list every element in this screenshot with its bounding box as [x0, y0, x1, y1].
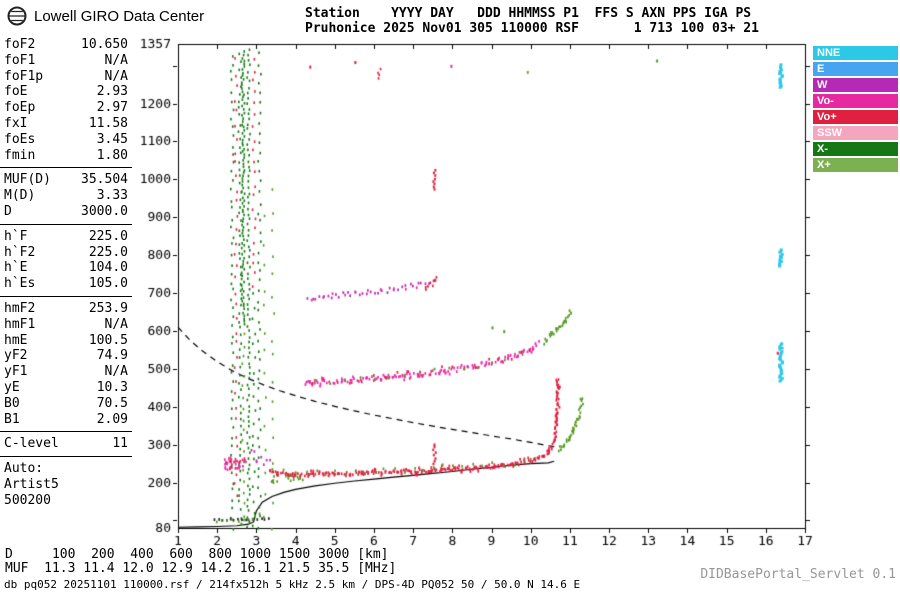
- parameter-value: 2.09: [96, 411, 128, 427]
- panel-divider: [0, 295, 132, 297]
- parameter-value: 2.97: [96, 100, 128, 116]
- parameter-row: hmF2 253.9: [4, 301, 128, 317]
- parameter-label: h`Es: [4, 276, 36, 292]
- legend-item-vo: Vo+: [813, 110, 898, 124]
- servlet-version-label: DIDBasePortal_Servlet 0.1: [700, 567, 896, 582]
- parameter-value: 2.93: [96, 84, 128, 100]
- panel-divider: [0, 223, 132, 225]
- legend-item-vo: Vo-: [813, 94, 898, 108]
- measurement-info-line: db pq052 20251101 110000.rsf / 214fx512h…: [4, 578, 581, 591]
- parameter-row: MUF(D) 35.504: [4, 172, 128, 188]
- parameter-value: 253.9: [88, 300, 128, 316]
- parameter-row: hmE 100.5: [4, 333, 128, 349]
- parameter-value: 11.58: [88, 115, 128, 131]
- parameter-value: 225.0: [88, 244, 128, 260]
- parameter-label: yE: [4, 379, 20, 395]
- parameter-value: 70.5: [96, 395, 128, 411]
- parameter-value: 11: [112, 436, 128, 452]
- parameter-row: foEp 2.97: [4, 100, 128, 116]
- distance-row: D 100 200 400 600 800 1000 1500 3000 [km…: [5, 547, 389, 562]
- parameter-label: B1: [4, 411, 20, 427]
- parameter-label: foF1: [4, 52, 36, 68]
- parameter-value: 225.0: [88, 228, 128, 244]
- parameter-label: foE: [4, 84, 28, 100]
- parameter-label: Auto:: [4, 461, 44, 477]
- parameter-row: C-level 11: [4, 436, 128, 452]
- parameter-value: 3.45: [96, 131, 128, 147]
- parameter-value: 100.5: [88, 332, 128, 348]
- parameter-value: 35.504: [81, 172, 128, 188]
- parameter-row: 500200: [4, 493, 128, 509]
- parameter-value: 10.650: [81, 37, 128, 52]
- legend-item-w: W: [813, 78, 898, 92]
- parameter-row: yF2 74.9: [4, 348, 128, 364]
- parameter-label: M(D): [4, 188, 36, 204]
- muf-row: MUF 11.3 11.4 12.0 12.9 14.2 16.1 21.5 3…: [5, 561, 397, 576]
- parameter-value: 1.80: [96, 147, 128, 163]
- parameter-label: Artist5: [4, 476, 59, 492]
- panel-divider: [0, 431, 132, 433]
- parameter-value: 3.33: [96, 188, 128, 204]
- parameter-label: foF2: [4, 37, 36, 52]
- legend-item-nne: NNE: [813, 46, 898, 60]
- legend-item-x: X-: [813, 142, 898, 156]
- parameter-row: h`F 225.0: [4, 229, 128, 245]
- parameter-label: hmF1: [4, 316, 36, 332]
- parameter-row: Auto:: [4, 461, 128, 477]
- parameter-value: N/A: [104, 316, 128, 332]
- parameter-label: C-level: [4, 436, 59, 452]
- parameter-label: yF2: [4, 348, 28, 364]
- legend-item-x: X+: [813, 158, 898, 172]
- parameter-row: hmF1 N/A: [4, 317, 128, 333]
- parameter-label: yF1: [4, 364, 28, 380]
- parameter-row: D 3000.0: [4, 204, 128, 220]
- parameter-row: M(D) 3.33: [4, 188, 128, 204]
- parameter-label: fxI: [4, 115, 28, 131]
- parameter-row: fxI 11.58: [4, 116, 128, 132]
- parameter-row: B0 70.5: [4, 396, 128, 412]
- parameter-label: hmF2: [4, 300, 36, 316]
- parameter-panel: foF2 10.650 foF1 N/A foF1p N/A foE 2.93 foEp 2.97…: [0, 37, 132, 509]
- parameter-label: hmE: [4, 332, 28, 348]
- parameter-label: fmin: [4, 147, 36, 163]
- parameter-row: h`E 104.0: [4, 260, 128, 276]
- parameter-value: N/A: [104, 68, 128, 84]
- parameter-row: B1 2.09: [4, 412, 128, 428]
- parameter-value: 74.9: [96, 348, 128, 364]
- parameter-value: N/A: [104, 52, 128, 68]
- parameter-label: 500200: [4, 492, 51, 508]
- parameter-row: h`Es 105.0: [4, 276, 128, 292]
- parameter-row: Artist5: [4, 477, 128, 493]
- parameter-row: foF2 10.650: [4, 37, 128, 53]
- parameter-value: N/A: [104, 364, 128, 380]
- parameter-label: foEp: [4, 100, 36, 116]
- parameter-label: MUF(D): [4, 172, 51, 188]
- parameter-row: foE 2.93: [4, 84, 128, 100]
- parameter-row: yF1 N/A: [4, 364, 128, 380]
- parameter-row: yE 10.3: [4, 380, 128, 396]
- parameter-value: 104.0: [88, 260, 128, 276]
- parameter-value: 10.3: [96, 379, 128, 395]
- legend-item-e: E: [813, 62, 898, 76]
- legend-item-ssw: SSW: [813, 126, 898, 140]
- parameter-row: foF1p N/A: [4, 69, 128, 85]
- parameter-label: foEs: [4, 131, 36, 147]
- parameter-label: B0: [4, 395, 20, 411]
- parameter-label: foF1p: [4, 68, 44, 84]
- parameter-label: h`F2: [4, 244, 36, 260]
- parameter-row: foEs 3.45: [4, 132, 128, 148]
- parameter-label: h`E: [4, 260, 28, 276]
- parameter-row: fmin 1.80: [4, 148, 128, 164]
- parameter-value: 3000.0: [81, 203, 128, 219]
- parameter-row: h`F2 225.0: [4, 245, 128, 261]
- panel-divider: [0, 167, 132, 169]
- echo-legend: NNE E W Vo- Vo+ SSW X- X+: [813, 46, 898, 174]
- panel-divider: [0, 456, 132, 458]
- parameter-label: h`F: [4, 228, 28, 244]
- parameter-label: D: [4, 203, 12, 219]
- parameter-row: foF1 N/A: [4, 53, 128, 69]
- parameter-value: 105.0: [88, 276, 128, 292]
